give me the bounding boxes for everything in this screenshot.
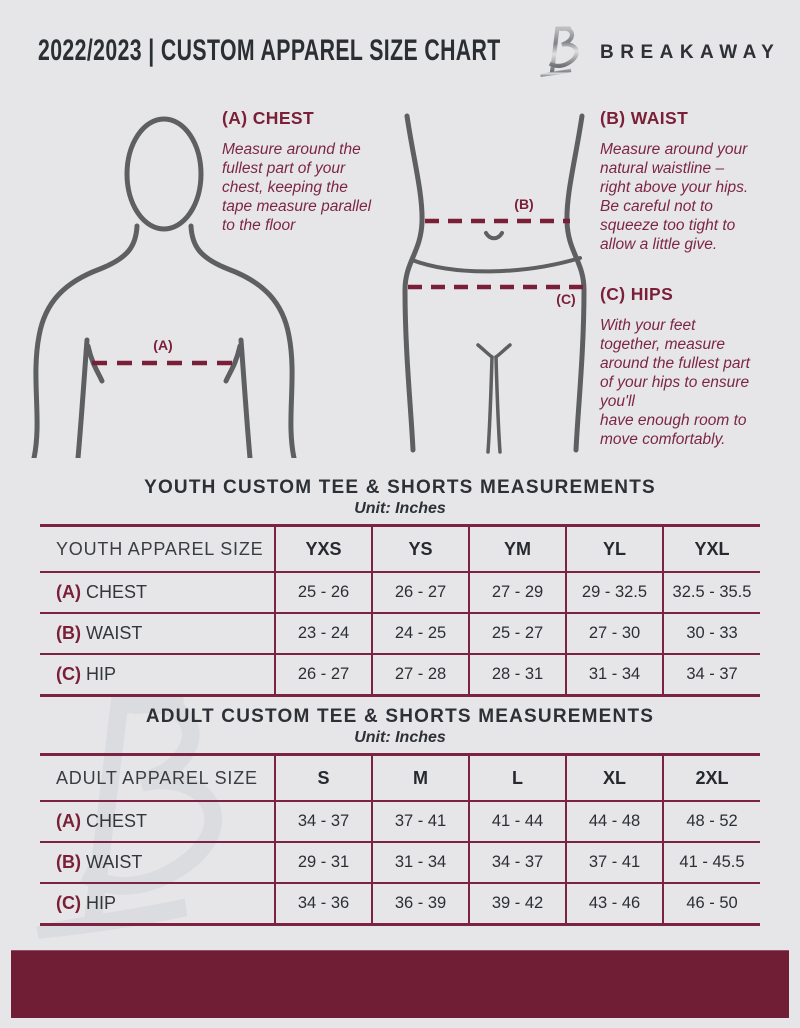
apparel-size-header: YOUTH APPAREL SIZE xyxy=(56,538,264,559)
adult-section-title: ADULT CUSTOM TEE & SHORTS MEASUREMENTS xyxy=(145,706,655,727)
row-letter-prefix: (B) xyxy=(56,623,81,643)
apparel-size-header: ADULT APPAREL SIZE xyxy=(56,767,258,788)
row-label: (B) WAIST xyxy=(40,613,275,654)
row-label: (A) CHEST xyxy=(40,572,275,613)
chest-heading: (A) CHEST xyxy=(222,108,315,128)
row-letter-prefix: (C) xyxy=(56,893,81,913)
measurement-value: 27 - 28 xyxy=(371,654,469,696)
watermark-base-swash xyxy=(36,898,188,939)
chest-instructions: Measure around the fullest part of your … xyxy=(222,141,372,234)
size-column-header: YM xyxy=(468,525,566,572)
waist-marker-label: (B) xyxy=(514,196,534,212)
measurement-value: 34 - 37 xyxy=(662,654,760,696)
size-column-header: YXS xyxy=(274,525,372,572)
measurement-value: 30 - 33 xyxy=(662,613,760,654)
measurement-value: 29 - 31 xyxy=(274,842,372,883)
size-column-header: YL xyxy=(565,525,663,572)
size-column-header: M xyxy=(371,754,469,801)
measurement-value: 27 - 30 xyxy=(565,613,663,654)
size-column-header: L xyxy=(468,754,566,801)
size-column-header: S xyxy=(274,754,372,801)
measurement-value: 26 - 27 xyxy=(274,654,372,696)
waist-heading: (B) WAIST xyxy=(600,108,689,128)
measurement-value: 31 - 34 xyxy=(565,654,663,696)
brand-lockup: BREAKAWAY xyxy=(536,24,776,82)
adult-section-unit: Unit: Inches xyxy=(354,729,446,746)
size-column-header: 2XL xyxy=(662,754,760,801)
hips-heading: (C) HIPS xyxy=(600,284,674,304)
youth-section-title: YOUTH CUSTOM TEE & SHORTS MEASUREMENTS xyxy=(144,477,656,498)
adult-size-table: ADULT APPAREL SIZE S M L XL 2XL (A) CHEST 34 - … xyxy=(40,753,760,926)
youth-section-unit: Unit: Inches xyxy=(354,500,446,517)
table-row: (A) CHEST 34 - 37 37 - 41 41 - 44 44 - 48 48 … xyxy=(40,801,760,842)
measurement-value: 39 - 42 xyxy=(468,883,566,925)
measurement-value: 32.5 - 35.5 xyxy=(662,572,760,613)
measurement-value: 37 - 41 xyxy=(371,801,469,842)
hips-instructions: With your feet together, measure around … xyxy=(600,317,750,448)
row-label-text: CHEST xyxy=(81,582,148,602)
footer-bar xyxy=(11,950,789,1018)
measurement-value: 25 - 26 xyxy=(274,572,372,613)
table-header-row: ADULT APPAREL SIZE S M L XL 2XL xyxy=(40,754,760,801)
row-letter-prefix: (C) xyxy=(56,664,81,684)
measurement-value: 48 - 52 xyxy=(662,801,760,842)
table-row: (A) CHEST 25 - 26 26 - 27 27 - 29 29 - 32.5 3… xyxy=(40,572,760,613)
measurement-value: 27 - 29 xyxy=(468,572,566,613)
size-column-header: YXL xyxy=(662,525,760,572)
brand-name: BREAKAWAY xyxy=(600,42,781,63)
measurement-value: 41 - 45.5 xyxy=(662,842,760,883)
measurement-value: 44 - 48 xyxy=(565,801,663,842)
table-row: (C) HIP 34 - 36 36 - 39 39 - 42 43 - 46 46 - … xyxy=(40,883,760,925)
measurement-value: 26 - 27 xyxy=(371,572,469,613)
row-label: (A) CHEST xyxy=(40,801,275,842)
measurement-value: 43 - 46 xyxy=(565,883,663,925)
measurement-value: 29 - 32.5 xyxy=(565,572,663,613)
row-label-text: HIP xyxy=(81,664,117,684)
row-label: (C) HIP xyxy=(40,883,275,925)
measurement-value: 34 - 37 xyxy=(468,842,566,883)
row-label-text: CHEST xyxy=(81,811,148,831)
row-letter-prefix: (A) xyxy=(56,582,81,602)
measurement-value: 36 - 39 xyxy=(371,883,469,925)
row-letter-prefix: (B) xyxy=(56,852,81,872)
document-title: 2022/2023 | CUSTOM APPAREL SIZE CHART xyxy=(38,34,501,67)
measurement-value: 46 - 50 xyxy=(662,883,760,925)
size-column-header: XL xyxy=(565,754,663,801)
chest-marker-label: (A) xyxy=(153,337,173,353)
table-row: (B) WAIST 29 - 31 31 - 34 34 - 37 37 - 41 41 … xyxy=(40,842,760,883)
hips-marker-label: (C) xyxy=(556,291,576,307)
measurement-value: 24 - 25 xyxy=(371,613,469,654)
row-label: (C) HIP xyxy=(40,654,275,696)
youth-size-table: YOUTH APPAREL SIZE YXS YS YM YL YXL (A) CHEST 2… xyxy=(40,524,760,697)
breakaway-b-logo-icon xyxy=(540,26,579,77)
measurement-value: 34 - 36 xyxy=(274,883,372,925)
table-row: (C) HIP 26 - 27 27 - 28 28 - 31 31 - 34 34 - … xyxy=(40,654,760,696)
row-label-text: WAIST xyxy=(81,623,143,643)
row-label: (B) WAIST xyxy=(40,842,275,883)
size-column-header: YS xyxy=(371,525,469,572)
measurement-value: 34 - 37 xyxy=(274,801,372,842)
row-label-text: HIP xyxy=(81,893,117,913)
row-label-text: WAIST xyxy=(81,852,143,872)
row-letter-prefix: (A) xyxy=(56,811,81,831)
table-row: (B) WAIST 23 - 24 24 - 25 25 - 27 27 - 30 30 … xyxy=(40,613,760,654)
measurement-value: 23 - 24 xyxy=(274,613,372,654)
measurement-value: 28 - 31 xyxy=(468,654,566,696)
measurement-value: 41 - 44 xyxy=(468,801,566,842)
measurement-value: 31 - 34 xyxy=(371,842,469,883)
breakaway-b-watermark xyxy=(36,695,223,939)
measurement-value: 37 - 41 xyxy=(565,842,663,883)
table-header-row: YOUTH APPAREL SIZE YXS YS YM YL YXL xyxy=(40,525,760,572)
waist-instructions: Measure around your natural waistline – … xyxy=(600,141,749,253)
measurement-value: 25 - 27 xyxy=(468,613,566,654)
